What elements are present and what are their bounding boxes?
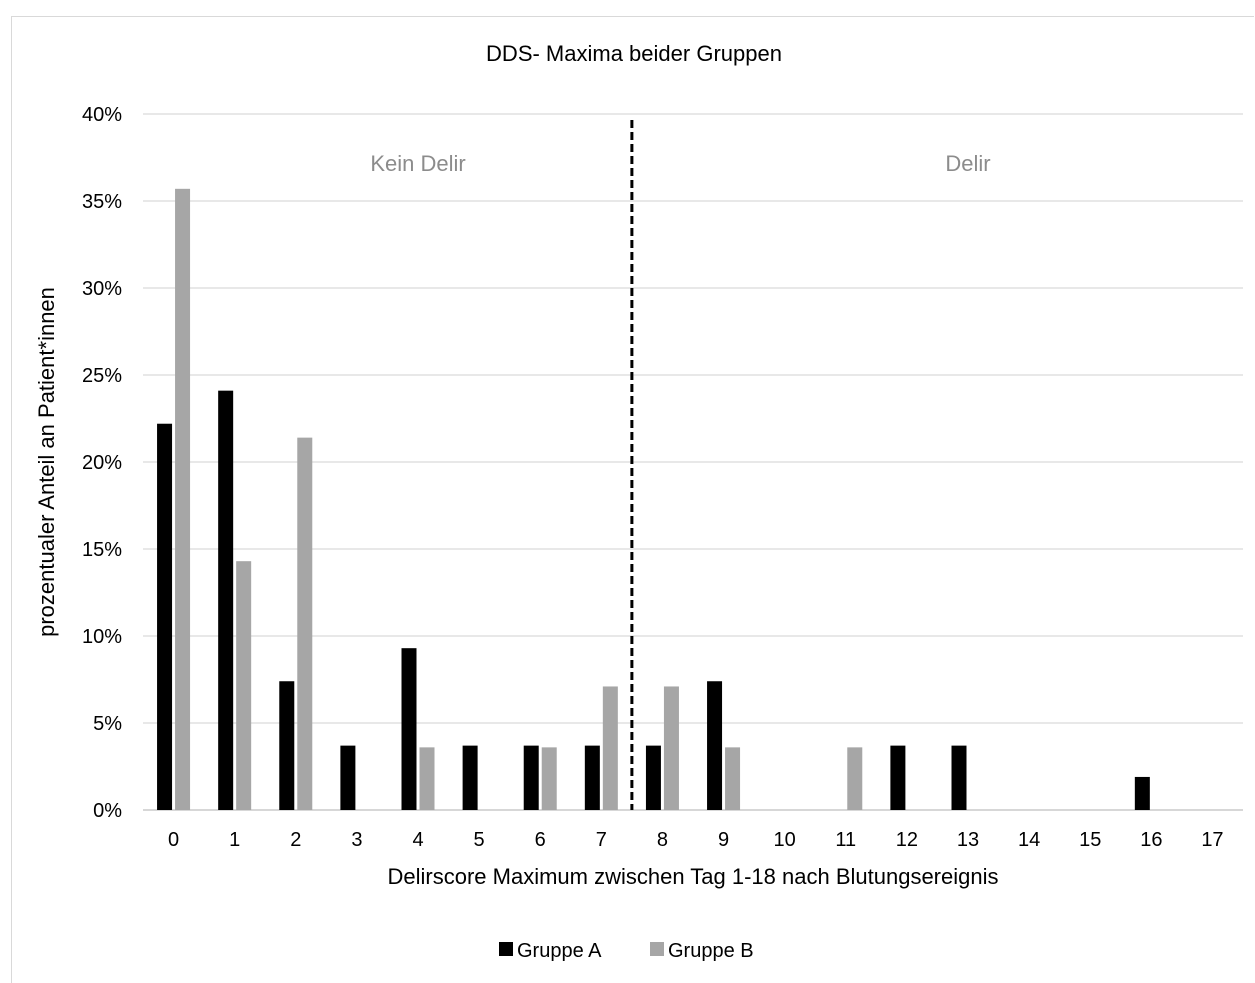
chart-frame (11, 16, 1254, 983)
y-tick-label: 20% (82, 452, 122, 474)
bar-gruppe-b (602, 686, 618, 810)
x-tick-label: 4 (412, 829, 423, 851)
y-tick-label: 15% (82, 539, 122, 561)
bar-gruppe-a (890, 745, 906, 810)
bar-gruppe-a (340, 745, 356, 810)
y-tick-label: 30% (82, 278, 122, 300)
y-tick-label: 10% (82, 626, 122, 648)
x-tick-label: 7 (596, 829, 607, 851)
x-tick-label: 5 (474, 829, 485, 851)
y-tick-label: 40% (82, 104, 122, 126)
x-tick-label: 12 (896, 829, 918, 851)
x-tick-label: 10 (774, 829, 796, 851)
y-axis-title: prozentualer Anteil an Patient*innen (34, 287, 59, 637)
chart-title: DDS- Maxima beider Gruppen (486, 41, 782, 66)
bar-gruppe-a (279, 681, 295, 810)
legend-swatch (499, 942, 513, 956)
x-tick-label: 13 (957, 829, 979, 851)
x-tick-label: 11 (835, 829, 856, 851)
delir-label: Delir (945, 151, 990, 176)
x-tick-label: 17 (1201, 829, 1223, 851)
x-tick-label: 2 (290, 829, 301, 851)
bar-gruppe-a (951, 745, 967, 810)
bar-gruppe-b (725, 747, 741, 810)
x-tick-label: 0 (168, 829, 179, 851)
y-tick-label: 0% (93, 800, 122, 822)
bar-gruppe-a (1134, 776, 1150, 810)
bar-gruppe-a (218, 390, 234, 810)
bar-gruppe-b (541, 747, 557, 810)
legend: Gruppe A Gruppe B (499, 940, 754, 962)
x-tick-label: 1 (229, 829, 240, 851)
x-tick-label: 9 (718, 829, 729, 851)
bar-gruppe-b (847, 747, 863, 810)
bar-gruppe-a (401, 648, 417, 810)
bar-gruppe-a (584, 745, 600, 810)
bar-gruppe-b (175, 188, 191, 810)
y-tick-label: 5% (93, 713, 122, 735)
bar-gruppe-a (157, 423, 173, 810)
x-tick-label: 14 (1018, 829, 1040, 851)
bar-gruppe-a (462, 745, 478, 810)
bar-gruppe-b (419, 747, 435, 810)
legend-swatch (650, 942, 664, 956)
legend-label: Gruppe A (517, 940, 602, 962)
bar-gruppe-b (297, 437, 313, 810)
bars (157, 188, 1150, 810)
gridlines (143, 113, 1243, 811)
y-tick-label: 25% (82, 365, 122, 387)
bar-gruppe-a (707, 681, 723, 810)
kein-delir-label: Kein Delir (370, 151, 465, 176)
x-tick-label: 8 (657, 829, 668, 851)
bar-gruppe-b (663, 686, 679, 810)
y-tick-label: 35% (82, 191, 122, 213)
x-tick-labels: 0 1 2 3 4 5 6 7 8 9 10 11 12 13 14 15 16 17 (168, 829, 1224, 851)
x-tick-label: 6 (535, 829, 546, 851)
x-tick-label: 15 (1079, 829, 1101, 851)
bar-gruppe-a (645, 745, 661, 810)
bar-gruppe-b (236, 561, 252, 810)
bar-gruppe-a (523, 745, 539, 810)
x-tick-label: 16 (1140, 829, 1162, 851)
x-tick-label: 3 (351, 829, 362, 851)
y-tick-labels: 0% 5% 10% 15% 20% 25% 30% 35% 40% (82, 104, 122, 822)
x-axis-title: Delirscore Maximum zwischen Tag 1-18 nac… (388, 864, 999, 889)
legend-label: Gruppe B (668, 940, 754, 962)
